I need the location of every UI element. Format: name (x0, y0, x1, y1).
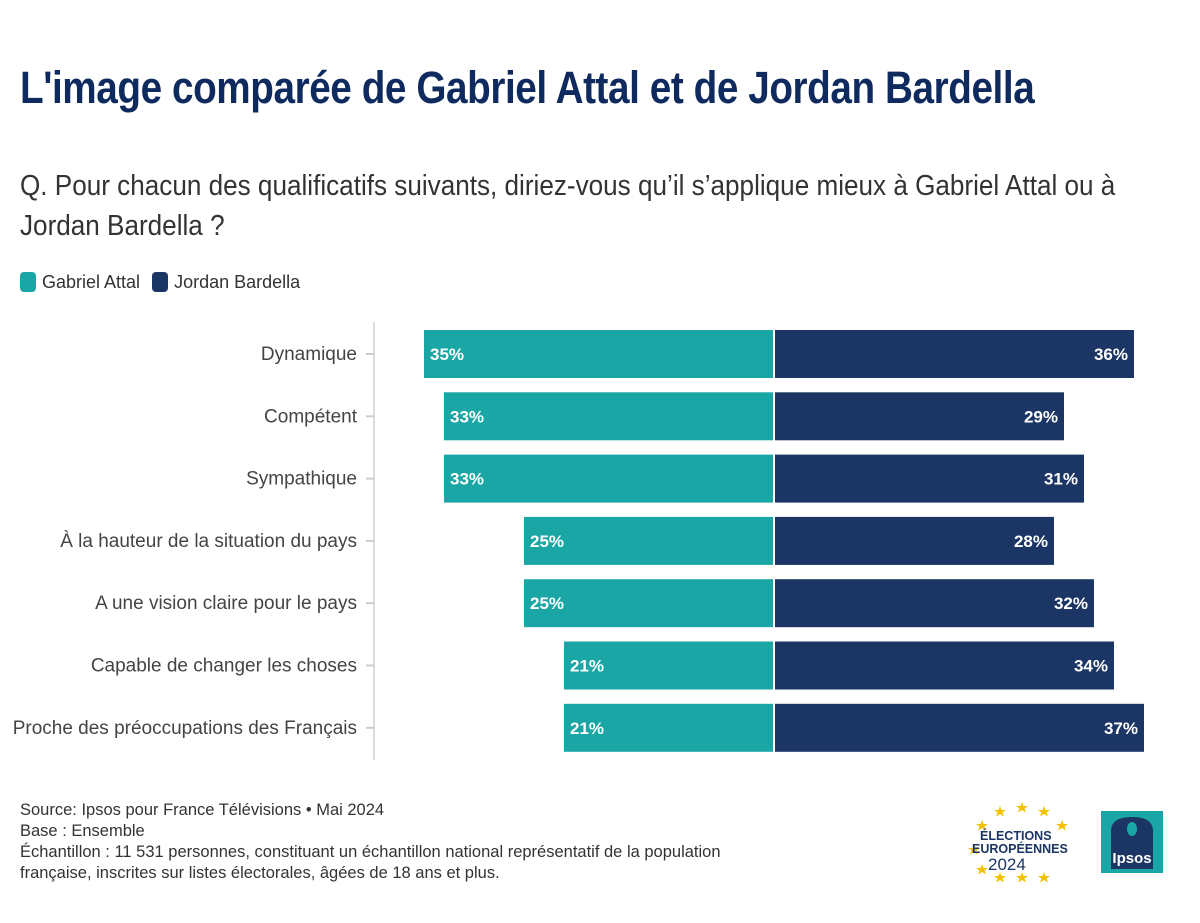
footer: Source: Ipsos pour France Télévisions • … (20, 800, 920, 884)
bar-jordan-bardella (775, 579, 1094, 628)
value-label-gabriel-attal: 25% (530, 532, 564, 551)
bar-jordan-bardella (775, 703, 1144, 752)
value-label-jordan-bardella: 32% (1054, 594, 1088, 613)
bar-jordan-bardella (775, 392, 1064, 441)
bar-jordan-bardella (775, 641, 1114, 690)
bar-chart: Dynamique 35% 36% Compétent 33% 29% Sympathiqu… (13, 322, 1144, 760)
source-note: Source: Ipsos pour France Télévisions • … (20, 801, 385, 819)
legend-swatch-bardella (152, 272, 169, 292)
elections-europeennes-logo: ÉLECTIONS EUROPÉENNES 2024 (968, 802, 1068, 883)
value-label-jordan-bardella: 37% (1104, 719, 1138, 738)
legend-label-attal: Gabriel Attal (42, 271, 141, 292)
legend-item-bardella: Jordan Bardella (152, 272, 300, 293)
ipsos-logo-mark (1127, 822, 1137, 836)
bar-gabriel-attal (524, 579, 773, 628)
value-label-jordan-bardella: 34% (1074, 657, 1108, 676)
sample-note-line2: française, inscrites sur listes électora… (20, 864, 500, 882)
ipsos-logo: Ipsos (1101, 811, 1163, 873)
bar-jordan-bardella (775, 516, 1054, 565)
value-label-gabriel-attal: 25% (530, 594, 564, 613)
legend-item-attal: Gabriel Attal (20, 272, 140, 293)
value-label-gabriel-attal: 33% (450, 470, 484, 489)
value-label-jordan-bardella: 28% (1014, 532, 1048, 551)
value-label-gabriel-attal: 33% (450, 407, 484, 426)
elections-year: 2024 (988, 855, 1026, 874)
bar-gabriel-attal (424, 330, 773, 378)
category-label: Dynamique (261, 344, 357, 365)
ipsos-logo-shape (1111, 817, 1153, 869)
value-label-gabriel-attal: 35% (430, 345, 464, 364)
bar-gabriel-attal (564, 703, 773, 752)
legend-swatch-attal (20, 272, 36, 292)
bar-jordan-bardella (775, 330, 1134, 378)
category-label: À la hauteur de la situation du pays (60, 531, 357, 552)
value-label-jordan-bardella: 31% (1044, 470, 1078, 489)
category-label: Capable de changer les choses (91, 656, 357, 677)
eu-stars-icon (968, 802, 1068, 883)
chart-subtitle: Q. Pour chacun des qualificatifs suivant… (20, 170, 1116, 242)
value-label-jordan-bardella: 29% (1024, 407, 1058, 426)
bar-jordan-bardella (775, 454, 1084, 503)
chart-title: L'image comparée de Gabriel Attal et de … (20, 62, 1035, 113)
bar-gabriel-attal (564, 641, 773, 690)
category-label: Compétent (264, 406, 358, 427)
bar-gabriel-attal (444, 454, 773, 503)
legend: Gabriel Attal Jordan Bardella (20, 268, 312, 296)
ipsos-logo-text: Ipsos (1112, 850, 1151, 867)
value-label-gabriel-attal: 21% (570, 719, 604, 738)
category-label: A une vision claire pour le pays (95, 593, 357, 614)
bar-gabriel-attal (524, 516, 773, 565)
legend-label-bardella: Jordan Bardella (174, 271, 301, 292)
category-label: Proche des préoccupations des Français (13, 718, 357, 739)
elections-line2: EUROPÉENNES (972, 841, 1068, 856)
bar-gabriel-attal (444, 392, 773, 441)
value-label-gabriel-attal: 21% (570, 657, 604, 676)
value-label-jordan-bardella: 36% (1094, 345, 1128, 364)
category-label: Sympathique (246, 469, 357, 490)
elections-line1: ÉLECTIONS (980, 828, 1052, 843)
base-note: Base : Ensemble (20, 822, 145, 840)
sample-note-line1: Échantillon : 11 531 personnes, constitu… (20, 843, 721, 861)
